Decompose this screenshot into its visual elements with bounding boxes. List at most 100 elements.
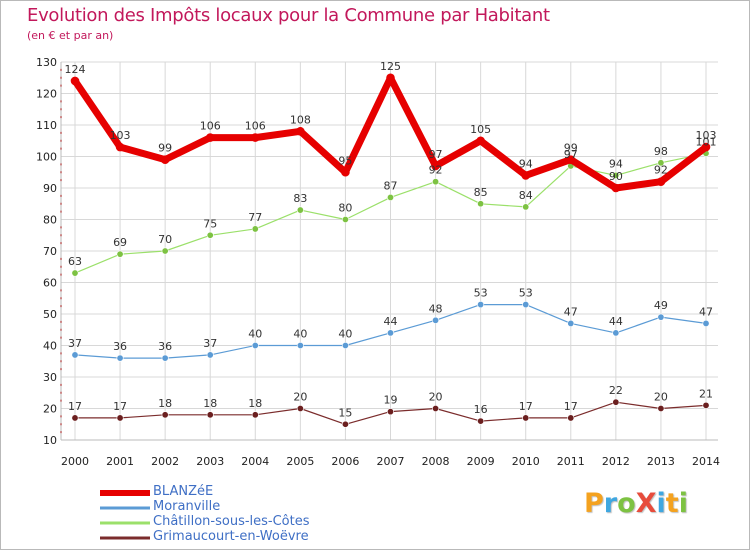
- data-point-s1: [477, 301, 485, 309]
- data-point-s0: [115, 142, 125, 152]
- x-tick-label: 2005: [286, 455, 314, 468]
- data-point-s3: [612, 398, 620, 406]
- x-tick-label: 2012: [602, 455, 630, 468]
- data-point-s2: [386, 193, 394, 201]
- data-point-s3: [702, 401, 710, 409]
- logo-letter: t: [665, 488, 679, 519]
- data-point-s1: [251, 341, 259, 349]
- x-tick-label: 2006: [331, 455, 359, 468]
- y-tick-label: 110: [36, 119, 57, 132]
- data-label-s1: 40: [338, 328, 352, 341]
- data-label-s3: 20: [429, 391, 443, 404]
- data-label-s2: 85: [474, 186, 488, 199]
- logo-letter: i: [656, 488, 666, 519]
- data-point-s0: [160, 155, 170, 164]
- data-label-s3: 21: [699, 387, 713, 400]
- x-tick-label: 2014: [692, 455, 720, 468]
- data-label-s1: 47: [699, 305, 713, 318]
- data-label-s0: 105: [470, 123, 491, 136]
- data-point-s0: [611, 183, 621, 193]
- legend-label-grimaucourt: Grimaucourt-en-Woëvre: [153, 529, 309, 544]
- data-point-s0: [656, 177, 666, 186]
- data-label-s2: 87: [384, 179, 398, 192]
- proxiti-logo: ProXiti: [584, 488, 688, 519]
- data-point-s1: [71, 351, 79, 359]
- legend-label-chatillon: Châtillon-sous-les-Côtes: [153, 514, 310, 529]
- data-point-s2: [432, 178, 440, 186]
- data-point-s0: [386, 73, 395, 83]
- data-label-s0: 103: [696, 129, 717, 142]
- data-label-s1: 53: [519, 287, 533, 300]
- data-point-s2: [251, 225, 259, 233]
- y-tick-label: 40: [43, 340, 57, 353]
- data-label-s0: 99: [564, 142, 578, 155]
- data-label-s0: 124: [65, 63, 86, 76]
- data-label-s0: 99: [158, 142, 172, 155]
- data-label-s2: 77: [248, 211, 262, 224]
- data-point-s0: [205, 133, 215, 142]
- data-point-s1: [386, 329, 394, 337]
- data-label-s1: 47: [564, 305, 578, 318]
- data-point-s1: [612, 329, 620, 337]
- logo-letter: i: [678, 488, 688, 519]
- y-tick-label: 120: [36, 88, 57, 101]
- data-point-s1: [432, 316, 440, 324]
- data-label-s3: 22: [609, 384, 623, 397]
- data-label-s0: 90: [609, 170, 623, 183]
- data-label-s2: 63: [68, 255, 82, 268]
- data-point-s3: [251, 411, 259, 419]
- data-label-s0: 125: [380, 60, 401, 73]
- data-label-s1: 40: [293, 328, 307, 341]
- data-label-s3: 17: [519, 400, 533, 413]
- data-label-s2: 70: [158, 233, 172, 246]
- y-tick-label: 70: [43, 245, 57, 258]
- data-point-s1: [296, 341, 304, 349]
- x-tick-label: 2010: [512, 455, 540, 468]
- data-point-s0: [70, 76, 80, 86]
- data-point-s3: [386, 408, 394, 416]
- data-label-s1: 36: [113, 340, 127, 353]
- x-tick-label: 2007: [377, 455, 405, 468]
- data-label-s0: 94: [519, 157, 533, 170]
- data-point-s0: [296, 127, 305, 136]
- legend-swatch-grimaucourt: [100, 536, 150, 540]
- data-point-s2: [657, 159, 665, 167]
- chart-title: Evolution des Impôts locaux pour la Comm…: [27, 5, 550, 26]
- data-point-s0: [701, 142, 711, 152]
- data-point-s2: [206, 231, 214, 239]
- data-label-s3: 15: [338, 406, 352, 419]
- data-point-s1: [567, 319, 575, 327]
- data-label-s1: 49: [654, 299, 668, 312]
- data-point-s3: [116, 414, 124, 422]
- x-tick-label: 2004: [241, 455, 269, 468]
- data-label-s3: 20: [654, 391, 668, 404]
- data-label-s2: 69: [113, 236, 127, 249]
- data-point-s3: [206, 411, 214, 419]
- data-label-s1: 37: [203, 337, 217, 350]
- legend-label-moranville: Moranville: [153, 499, 221, 514]
- x-tick-label: 2009: [467, 455, 495, 468]
- data-label-s3: 16: [474, 403, 488, 416]
- data-point-s3: [522, 414, 530, 422]
- data-point-s3: [71, 414, 79, 422]
- data-label-s3: 17: [68, 400, 82, 413]
- data-point-s1: [206, 351, 214, 359]
- data-point-s1: [341, 341, 349, 349]
- data-label-s3: 18: [158, 397, 172, 410]
- data-label-s0: 103: [110, 129, 131, 142]
- chart-subtitle: (en € et par an): [27, 29, 114, 42]
- data-point-s2: [341, 216, 349, 224]
- data-label-s0: 106: [245, 120, 266, 133]
- data-point-s3: [161, 411, 169, 419]
- x-tick-label: 2013: [647, 455, 675, 468]
- y-tick-label: 80: [43, 214, 57, 227]
- data-label-s1: 40: [248, 328, 262, 341]
- x-tick-label: 2002: [151, 455, 179, 468]
- data-label-s2: 92: [429, 164, 443, 177]
- y-tick-label: 20: [43, 403, 57, 416]
- data-point-s3: [657, 404, 665, 412]
- data-point-s2: [612, 171, 620, 179]
- data-label-s2: 84: [519, 189, 533, 202]
- data-label-s2: 80: [338, 202, 352, 215]
